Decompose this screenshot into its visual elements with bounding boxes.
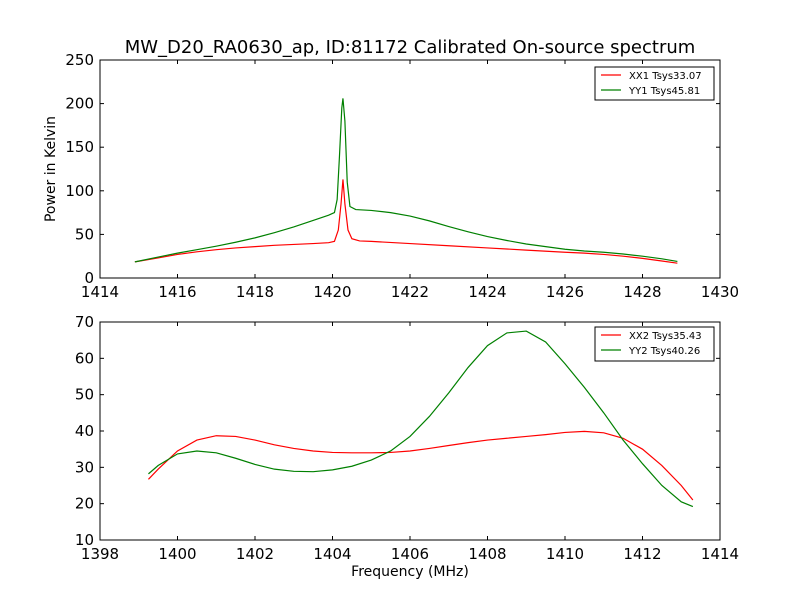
y-tick-label: 60 [75, 349, 94, 367]
x-tick-label: 1422 [391, 283, 429, 301]
y-tick-label: 10 [75, 531, 94, 549]
y-axis-label: Power in Kelvin [43, 116, 59, 222]
y-tick-label: 250 [65, 51, 94, 69]
x-tick-label: 1414 [701, 545, 739, 563]
legend-box [594, 66, 715, 101]
series-line-1 [134, 179, 678, 264]
x-tick-label: 1420 [313, 283, 351, 301]
x-tick-label: 1406 [391, 545, 429, 563]
y-tick-label: 70 [75, 313, 94, 331]
series-line-2 [148, 330, 694, 508]
y-tick-label: 30 [75, 458, 94, 476]
y-tick-label: 100 [65, 182, 94, 200]
legend-label: YY1 Tsys45.81 [628, 86, 700, 97]
x-tick-label: 1412 [623, 545, 661, 563]
y-tick-label: 50 [75, 225, 94, 243]
top-plot: 1414 1416 1418 1420 1422 1424 1426 1428 1430 0 50 1… [43, 51, 739, 301]
y-tick-label: 200 [65, 95, 94, 113]
y-tick-label: 20 [75, 495, 94, 513]
x-tick-label: 1402 [236, 545, 274, 563]
x-tick-label: 1408 [468, 545, 506, 563]
bottom-plot: 1398 1400 1402 1404 1406 1408 1410 1412 1414 10 20… [75, 313, 739, 580]
x-tick-label: 1424 [468, 283, 506, 301]
x-tick-label: 1416 [158, 283, 196, 301]
x-tick-label: 1410 [546, 545, 584, 563]
y-tick-label: 0 [84, 269, 94, 287]
x-tick-label: 1404 [313, 545, 351, 563]
series-line-1 [148, 430, 694, 501]
x-tick-label: 1414 [81, 283, 119, 301]
x-tick-label: 1398 [81, 545, 119, 563]
legend-label: XX1 Tsys33.07 [629, 71, 702, 82]
legend-label: YY2 Tsys40.26 [628, 346, 700, 357]
y-tick-label: 50 [75, 386, 94, 404]
x-axis-label: Frequency (MHz) [351, 564, 469, 580]
legend: XX2 Tsys35.43 YY2 Tsys40.26 [594, 326, 715, 362]
y-tick-label: 150 [65, 138, 94, 156]
y-tick-label: 40 [75, 422, 94, 440]
legend: XX1 Tsys33.07 YY1 Tsys45.81 [594, 66, 715, 101]
x-tick-label: 1428 [623, 283, 661, 301]
x-tick-label: 1400 [158, 545, 196, 563]
figure-title: MW_D20_RA0630_ap, ID:81172 Calibrated On… [125, 37, 696, 58]
x-tick-label: 1430 [701, 283, 739, 301]
legend-box [594, 326, 715, 362]
x-tick-label: 1418 [236, 283, 274, 301]
x-tick-label: 1426 [546, 283, 584, 301]
series-line-2 [134, 98, 678, 263]
legend-label: XX2 Tsys35.43 [629, 331, 702, 342]
